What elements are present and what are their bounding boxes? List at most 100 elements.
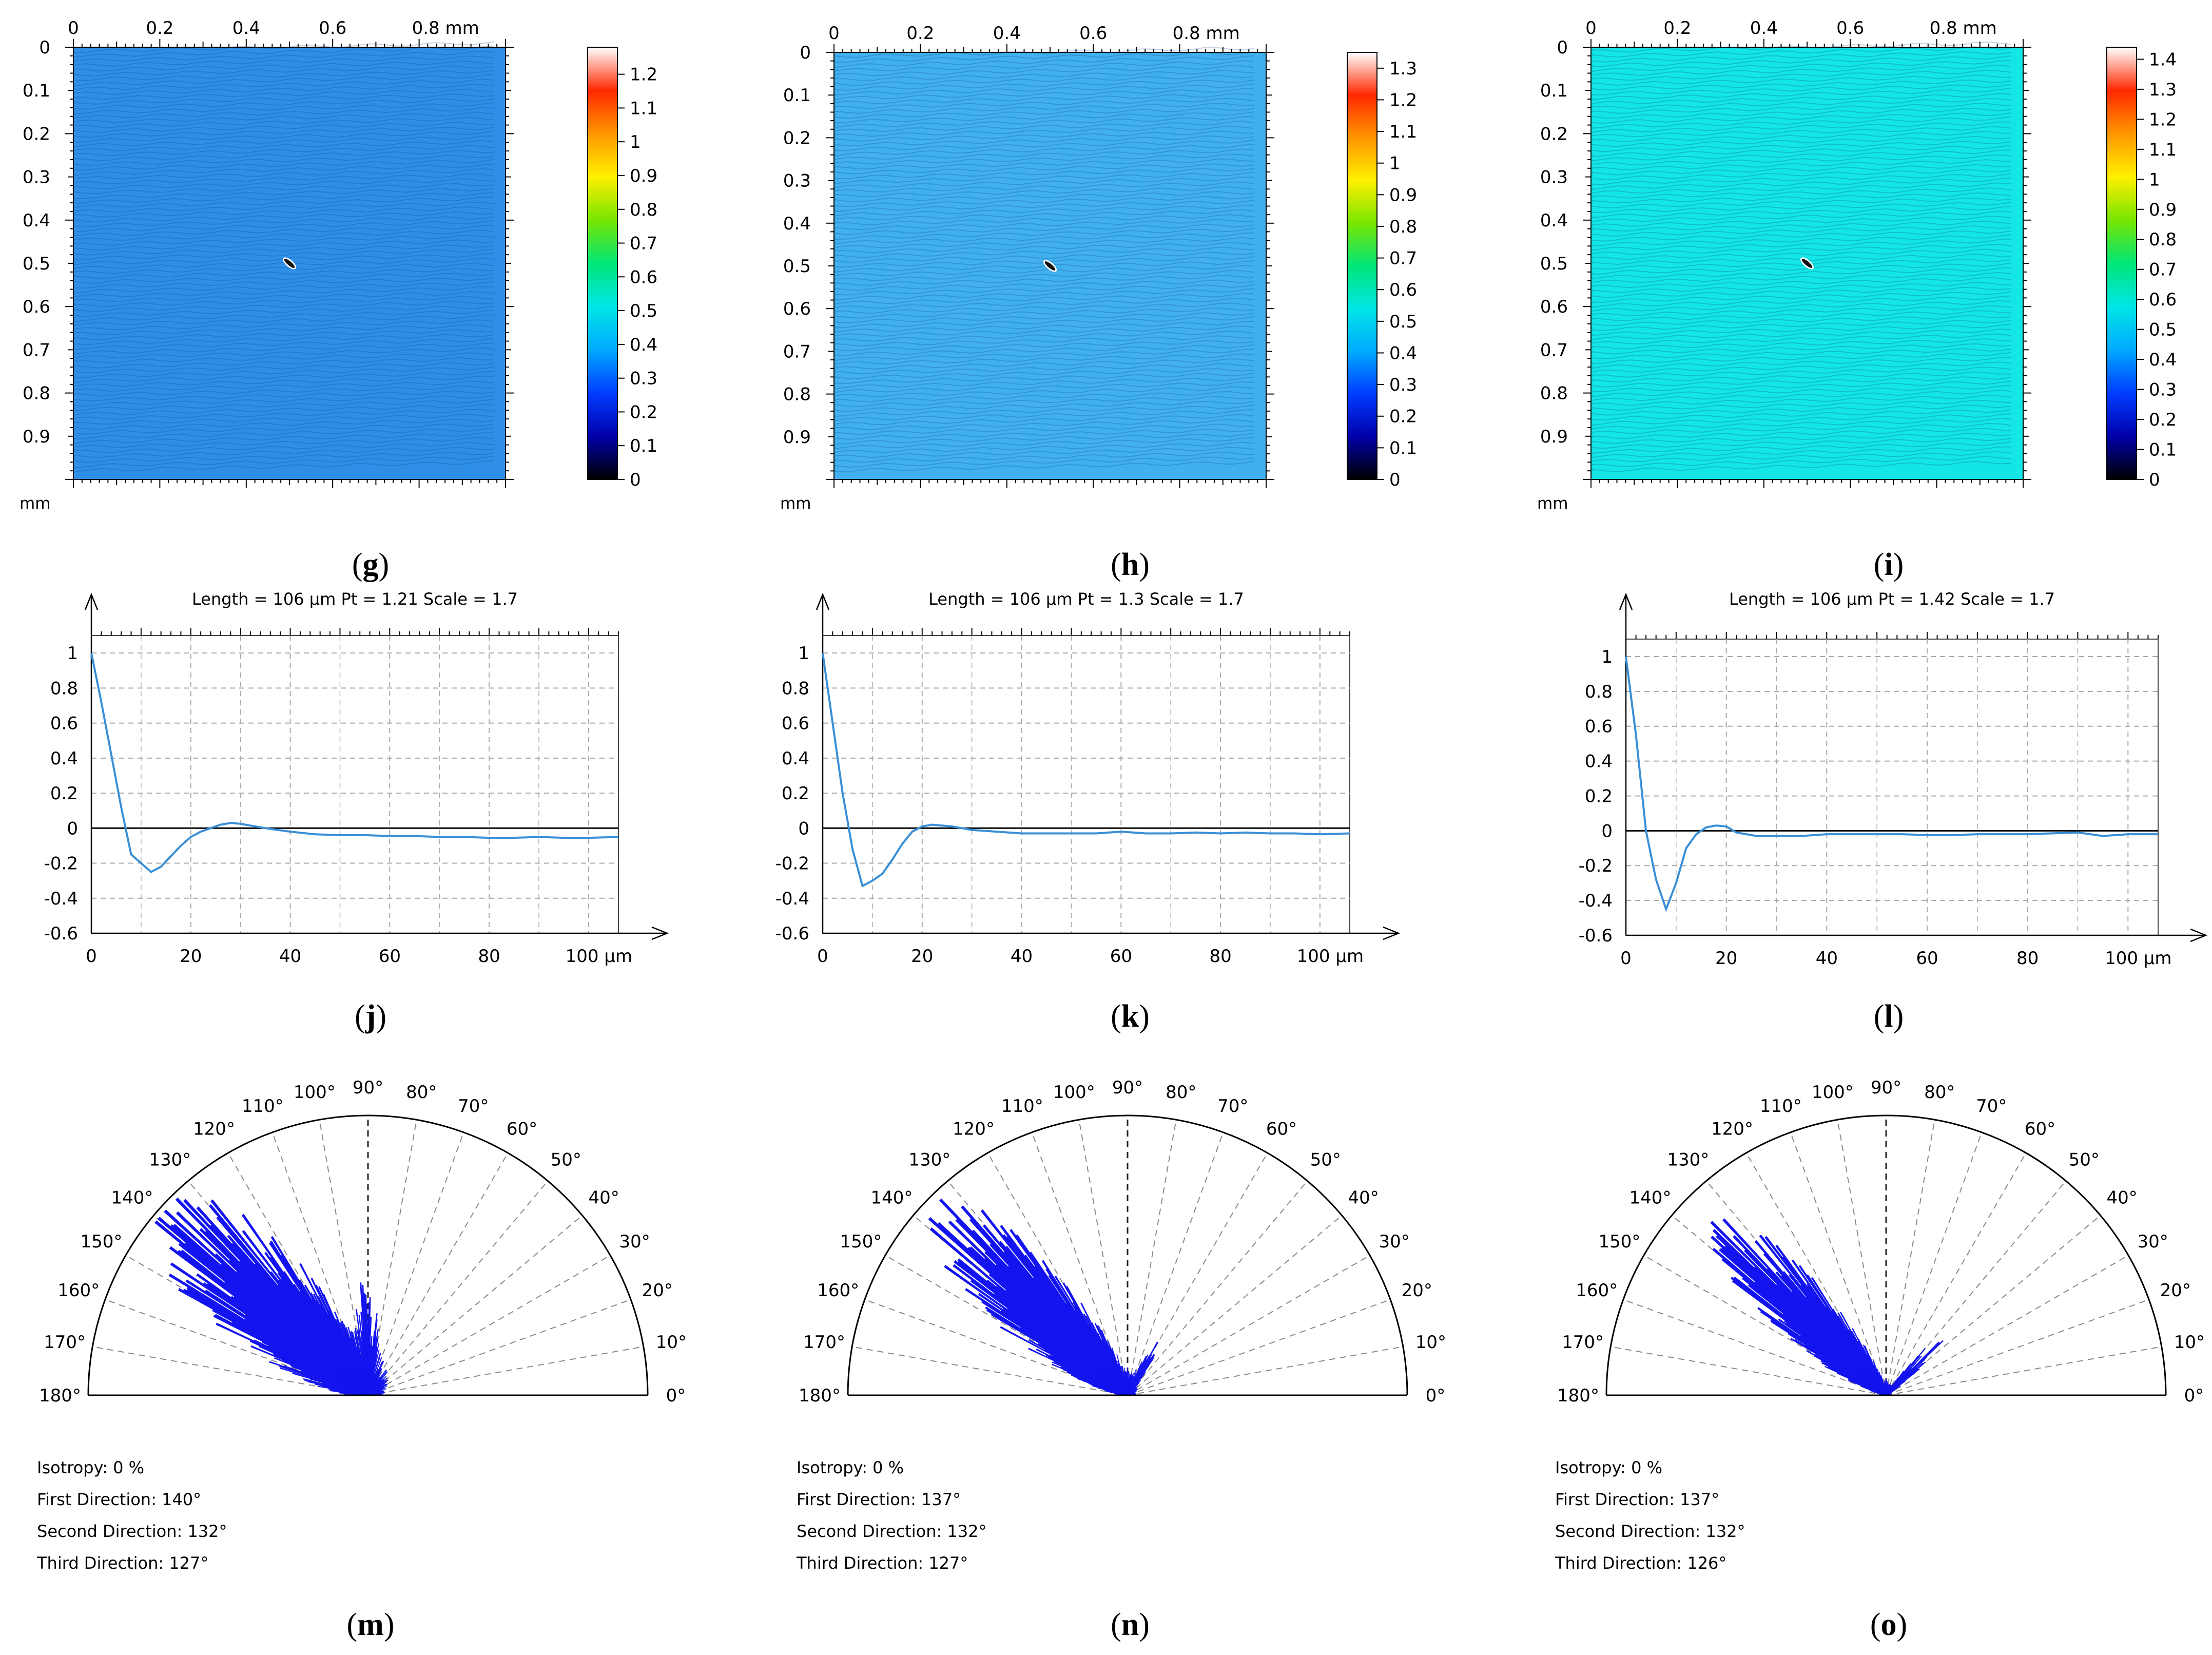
texture-line bbox=[74, 65, 494, 76]
x-tick-label: 0 bbox=[828, 23, 840, 44]
texture-line bbox=[74, 352, 494, 364]
colorbar-tick-label: 0.2 bbox=[630, 402, 657, 422]
texture-line bbox=[74, 409, 494, 420]
colorbar-tick-label: 1.3 bbox=[2149, 80, 2177, 100]
texture-line bbox=[74, 55, 494, 67]
texture-line bbox=[74, 262, 494, 274]
y-tick-label: 0.4 bbox=[1585, 752, 1613, 772]
texture-line bbox=[74, 441, 494, 453]
rose-plot-o: 0° 10° 20° 30° 40° 50° 60° 70° 80° 90° 100° 110° 120… bbox=[1555, 1077, 2205, 1573]
texture-line bbox=[1592, 201, 2012, 214]
texture-line bbox=[1592, 107, 2012, 119]
texture-line bbox=[74, 380, 494, 392]
texture-line bbox=[835, 460, 1255, 473]
colorbar-tick-label: 0.7 bbox=[1389, 248, 1417, 269]
angle-label: 120° bbox=[953, 1119, 995, 1139]
texture-line bbox=[1592, 103, 2012, 114]
colorbar-tick-label: 0.7 bbox=[2149, 260, 2177, 280]
height-map-g: 0 0.2 0.4 0.6 0.8 mm 0 0.1 0.2 0.3 0.4 0.5 0.6 0.7 0.… bbox=[20, 18, 657, 513]
radial-line bbox=[367, 1180, 549, 1396]
y-tick-label: 0.7 bbox=[23, 340, 50, 360]
texture-line bbox=[1592, 329, 2012, 340]
texture-line bbox=[835, 246, 1255, 258]
texture-line bbox=[835, 414, 1255, 426]
texture-line bbox=[74, 432, 494, 445]
stat-line: First Direction: 137° bbox=[1555, 1490, 1719, 1509]
texture-line bbox=[1592, 136, 2012, 147]
y-tick-label: -0.4 bbox=[1579, 891, 1613, 911]
stat-line: Third Direction: 126° bbox=[1555, 1553, 1726, 1573]
texture-line bbox=[74, 73, 494, 87]
texture-line bbox=[835, 121, 1255, 132]
texture-line bbox=[1592, 159, 2012, 170]
texture-line bbox=[1592, 394, 2012, 406]
texture-line bbox=[835, 321, 1255, 333]
x-tick-label: 0 bbox=[1585, 18, 1597, 39]
defect-core bbox=[1801, 259, 1813, 268]
texture-line bbox=[1592, 154, 2012, 166]
texture-line bbox=[835, 307, 1255, 319]
y-tick-label: -0.2 bbox=[775, 854, 809, 874]
angle-label: 180° bbox=[1557, 1385, 1599, 1406]
panel-caption: (i) bbox=[1874, 547, 1904, 582]
colorbar-tick-label: 0.5 bbox=[2149, 320, 2177, 340]
texture-line bbox=[835, 181, 1255, 193]
colorbar-tick-label: 0.3 bbox=[2149, 380, 2177, 400]
texture-line bbox=[74, 216, 494, 228]
x-tick-label: 80 bbox=[2016, 948, 2039, 969]
colorbar-tick-label: 1 bbox=[2149, 169, 2160, 190]
angle-label: 120° bbox=[193, 1119, 235, 1139]
texture-line bbox=[1592, 141, 2012, 152]
y-tick-label: 0.2 bbox=[782, 783, 809, 804]
angle-label: 20° bbox=[2160, 1280, 2191, 1301]
radial-line bbox=[319, 1120, 368, 1396]
colorbar-tick-label: 0.1 bbox=[630, 436, 657, 456]
texture-line bbox=[835, 372, 1255, 384]
colorbar bbox=[1347, 52, 1377, 480]
texture-line bbox=[1592, 131, 2012, 142]
texture-line bbox=[1592, 121, 2012, 133]
texture-line bbox=[835, 358, 1255, 370]
angle-label: 40° bbox=[1348, 1187, 1379, 1208]
angle-label: 10° bbox=[2174, 1332, 2205, 1353]
texture-line bbox=[835, 93, 1255, 104]
colorbar-tick-label: 0.8 bbox=[630, 200, 657, 220]
angle-label: 110° bbox=[1760, 1096, 1802, 1117]
texture-line bbox=[74, 84, 494, 95]
x-tick-label: 0.2 bbox=[1663, 18, 1691, 39]
texture-line bbox=[74, 371, 494, 383]
panel-caption: (n) bbox=[1111, 1607, 1150, 1642]
texture-line bbox=[1592, 384, 2012, 397]
stat-line: Isotropy: 0 % bbox=[1555, 1458, 1662, 1477]
texture-line bbox=[1592, 258, 2012, 270]
stat-line: Second Direction: 132° bbox=[37, 1522, 227, 1541]
texture-line bbox=[74, 117, 494, 128]
profile-header: Length = 106 µm Pt = 1.42 Scale = 1.7 bbox=[1729, 589, 2055, 609]
angle-label: 100° bbox=[294, 1082, 336, 1103]
colorbar-tick-label: 1.1 bbox=[2149, 140, 2177, 160]
y-tick-label: 1 bbox=[1601, 647, 1613, 667]
texture-line bbox=[74, 437, 494, 448]
texture-line bbox=[835, 344, 1255, 356]
texture-line bbox=[74, 155, 494, 166]
y-tick-label: 0.2 bbox=[1585, 786, 1613, 806]
texture-line bbox=[1592, 357, 2012, 369]
texture-line bbox=[74, 386, 494, 397]
texture-line bbox=[74, 145, 494, 157]
colorbar-tick-label: 0.5 bbox=[1389, 312, 1417, 332]
texture-line bbox=[74, 140, 494, 151]
panel-caption: (j) bbox=[355, 999, 386, 1034]
texture-line bbox=[835, 376, 1255, 389]
texture-line bbox=[74, 206, 494, 218]
texture-line bbox=[74, 178, 494, 189]
texture-line bbox=[835, 196, 1255, 207]
texture-line bbox=[74, 338, 494, 350]
texture-line bbox=[1592, 428, 2012, 439]
plot-frame bbox=[91, 635, 619, 934]
angle-label: 140° bbox=[1629, 1187, 1671, 1208]
x-tick-label: 100 µm bbox=[1297, 946, 1364, 967]
texture-line bbox=[1592, 126, 2012, 137]
angle-label: 170° bbox=[44, 1332, 86, 1353]
texture-line bbox=[1592, 433, 2012, 444]
texture-line bbox=[835, 98, 1255, 109]
